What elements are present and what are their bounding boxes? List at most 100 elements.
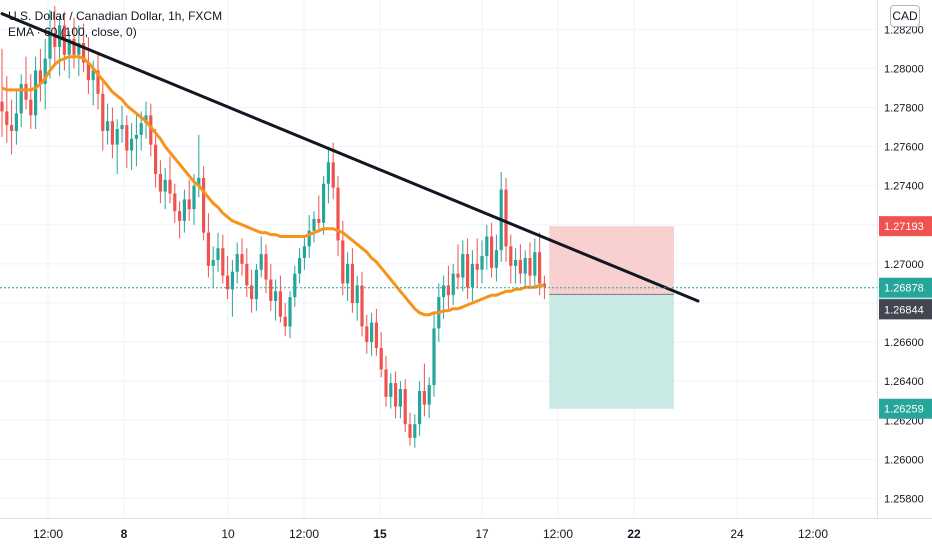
candle-body xyxy=(355,285,359,303)
candle-body xyxy=(34,70,38,116)
candle xyxy=(374,308,378,356)
trendline[interactable] xyxy=(0,12,700,303)
candle xyxy=(533,238,537,288)
candle-body xyxy=(307,230,311,247)
candle-body xyxy=(48,33,52,59)
candle xyxy=(398,381,402,419)
candle-body xyxy=(509,246,513,266)
candle xyxy=(466,238,470,300)
candle xyxy=(288,291,292,339)
candle-body xyxy=(523,258,527,274)
price-label[interactable]: 1.26259 xyxy=(879,398,932,419)
candle xyxy=(149,103,153,157)
candle xyxy=(504,177,508,262)
price-axis[interactable] xyxy=(878,0,932,518)
candle xyxy=(514,248,518,284)
candle-body xyxy=(139,123,143,135)
candle xyxy=(278,275,282,323)
candle xyxy=(355,275,359,321)
candle-body xyxy=(427,385,431,405)
candle xyxy=(24,56,28,110)
candle xyxy=(350,248,354,313)
candle-body xyxy=(490,236,494,268)
candle-body xyxy=(43,58,47,85)
candle xyxy=(130,123,134,171)
candle xyxy=(206,213,210,278)
candle-body xyxy=(178,211,182,221)
candle xyxy=(250,269,254,313)
candle xyxy=(480,240,484,284)
candle xyxy=(182,189,186,233)
candle-body xyxy=(0,101,4,112)
y-tick-label: 1.27600 xyxy=(884,142,924,154)
candle xyxy=(240,238,244,276)
candle-body xyxy=(197,177,201,186)
candle-body xyxy=(38,70,42,85)
candle xyxy=(427,377,431,419)
candle xyxy=(134,113,138,167)
candle xyxy=(48,9,52,79)
candle xyxy=(168,156,172,204)
candle-body xyxy=(298,258,302,274)
candle-body xyxy=(206,232,210,266)
candle-body xyxy=(398,388,402,407)
candle xyxy=(322,175,326,235)
candle xyxy=(245,248,249,298)
candle-body xyxy=(418,390,422,425)
candle-body xyxy=(115,129,119,145)
candle xyxy=(274,279,278,321)
candle-body xyxy=(254,269,258,300)
indicator-label[interactable]: EMA · 60 (100, close, 0) xyxy=(8,25,137,39)
candle xyxy=(336,175,340,257)
price-label-text: 1.26259 xyxy=(884,404,924,416)
candle xyxy=(389,373,393,409)
candle-body xyxy=(288,297,292,327)
y-tick-label: 1.27400 xyxy=(884,181,924,193)
candle-body xyxy=(235,254,239,272)
price-label-bg xyxy=(879,277,932,298)
price-label[interactable]: 1.26844 xyxy=(879,299,932,320)
candle xyxy=(110,107,114,159)
price-label[interactable]: 1.27193 xyxy=(879,216,932,237)
take-profit-zone[interactable] xyxy=(549,294,674,409)
time-axis[interactable] xyxy=(0,518,932,550)
candle-body xyxy=(446,285,450,296)
candle xyxy=(96,52,100,110)
candle-body xyxy=(518,259,522,274)
y-tick-label: 1.26400 xyxy=(884,376,924,388)
candle-body xyxy=(14,113,18,131)
y-tick-label: 1.25800 xyxy=(884,493,924,505)
x-axis-ticks: 12:00 8 10 12:00 15 17 12:00 22 24 12:00 xyxy=(33,527,828,541)
candle xyxy=(106,103,110,145)
currency-badge[interactable]: CAD xyxy=(890,5,920,27)
candle xyxy=(317,195,321,233)
candle-body xyxy=(130,138,134,151)
candle xyxy=(264,244,268,294)
candle-body xyxy=(350,263,354,303)
candle xyxy=(370,312,374,356)
candle-body xyxy=(413,424,417,438)
candle xyxy=(173,183,177,223)
candle xyxy=(235,242,239,284)
symbol-title[interactable]: U.S. Dollar / Canadian Dollar, 1h, FXCM xyxy=(8,9,223,23)
candle-body xyxy=(365,326,369,343)
candle-body xyxy=(120,125,124,130)
candle xyxy=(470,250,474,302)
candle-body xyxy=(394,383,398,407)
price-label[interactable]: 1.26878 xyxy=(879,277,932,298)
candle-body xyxy=(240,254,244,264)
candle-body xyxy=(456,273,460,278)
candle-body xyxy=(341,240,345,284)
y-tick-label: 1.27800 xyxy=(884,103,924,115)
candle xyxy=(158,160,162,204)
candle-body xyxy=(461,254,465,278)
candle-body xyxy=(101,93,105,131)
candle xyxy=(408,412,412,446)
candle xyxy=(67,31,71,79)
candle-body xyxy=(408,424,412,438)
candle-body xyxy=(192,185,196,210)
candle xyxy=(202,166,206,241)
candle-body xyxy=(346,263,350,284)
candle xyxy=(269,263,273,311)
